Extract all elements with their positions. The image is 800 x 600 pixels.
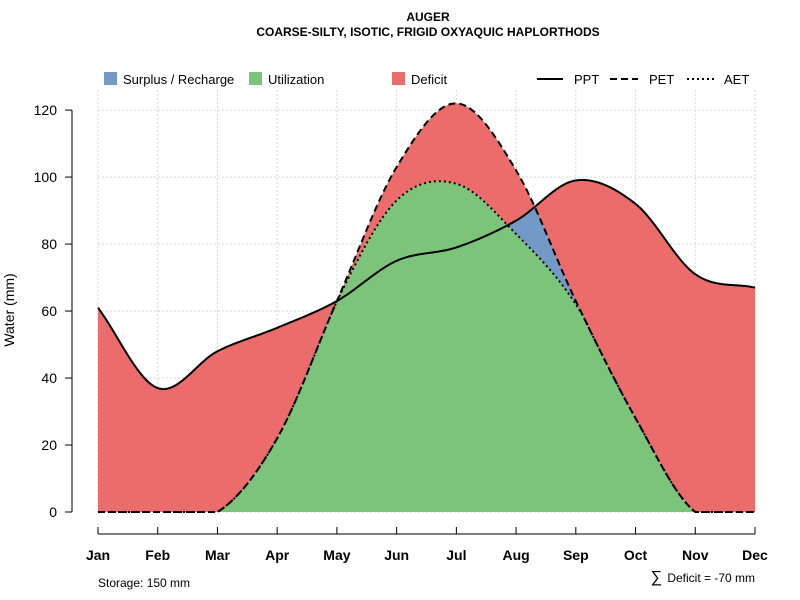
y-tick-label-3: 60: [41, 303, 57, 319]
legend-label-aet: AET: [724, 72, 749, 87]
series-lines: [97, 102, 756, 513]
x-tick-label-sep: Sep: [563, 547, 589, 563]
legend-label-surplus: Surplus / Recharge: [123, 72, 234, 87]
deficit-area: [98, 103, 755, 513]
legend-swatch-surplus: [104, 72, 117, 85]
y-tick-label-5: 100: [34, 169, 58, 185]
legend-label-pet: PET: [649, 72, 674, 87]
legend-label-deficit: Deficit: [411, 72, 448, 87]
x-tick-label-nov: Nov: [682, 547, 709, 563]
legend-label-ppt: PPT: [574, 72, 599, 87]
deficit-sum-symbol: ∑: [651, 569, 662, 586]
axes: 0 20 40 60 80 100 120 Jan Feb Mar Apr May Jun Jul Aug S…: [34, 102, 768, 563]
x-tick-label-mar: Mar: [205, 547, 230, 563]
x-tick-label-may: May: [323, 547, 350, 563]
x-tick-label-dec: Dec: [742, 547, 768, 563]
x-tick-label-oct: Oct: [624, 547, 648, 563]
x-tick-label-jan: Jan: [86, 547, 110, 563]
legend-label-utilization: Utilization: [268, 72, 324, 87]
y-tick-label-1: 20: [41, 437, 57, 453]
ppt-line: [97, 178, 756, 391]
legend-swatch-utilization: [249, 72, 262, 85]
y-tick-label-6: 120: [34, 102, 58, 118]
pet-line: [98, 102, 755, 513]
y-tick-label-4: 80: [41, 236, 57, 252]
x-tick-label-jul: Jul: [446, 547, 466, 563]
y-tick-label-2: 40: [41, 370, 57, 386]
x-tick-label-apr: Apr: [265, 547, 290, 563]
deficit-note: ∑ Deficit = -70 mm: [651, 569, 755, 586]
x-tick-label-jun: Jun: [384, 547, 409, 563]
deficit-note-text: Deficit = -70 mm: [667, 571, 755, 585]
legend-swatch-deficit: [392, 72, 405, 85]
legend: Surplus / Recharge Utilization Deficit P…: [104, 72, 749, 87]
x-tick-label-feb: Feb: [145, 547, 170, 563]
storage-note: Storage: 150 mm: [98, 576, 190, 590]
x-tick-label-aug: Aug: [502, 547, 529, 563]
utilization-area: [98, 181, 755, 513]
area-fills: [98, 103, 755, 513]
y-tick-label-0: 0: [49, 504, 57, 520]
chart-title: AUGER: [406, 10, 450, 24]
y-axis-label: Water (mm): [1, 273, 17, 346]
chart-subtitle: COARSE-SILTY, ISOTIC, FRIGID OXYAQUIC HA…: [256, 25, 599, 39]
